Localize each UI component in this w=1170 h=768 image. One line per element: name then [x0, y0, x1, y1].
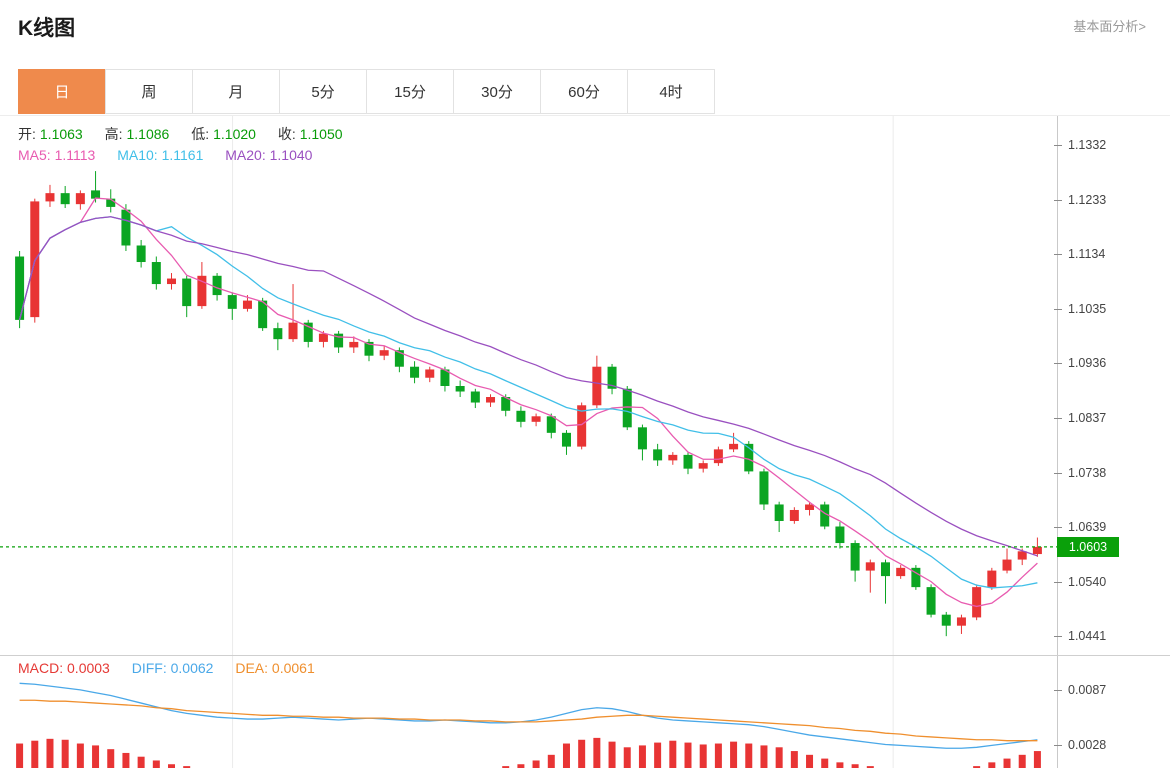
macd-value: 0.0003	[67, 660, 110, 676]
ma10-value: 1.1161	[161, 147, 204, 163]
axis-tick-label: 0.0087	[1053, 682, 1106, 698]
price-axis: 1.1332 1.1233 1.1134 1.1035 1.0936 1.0837 1.07…	[1053, 116, 1170, 656]
open-value: 1.1063	[39, 126, 83, 142]
dea-value-legend: DEA: 0.0061	[235, 660, 314, 676]
axis-tick-label: 1.1233	[1053, 192, 1106, 208]
last-price-tag: 1.0603	[1057, 536, 1119, 557]
ma10-legend: MA10: 1.1161	[117, 147, 203, 163]
tab-30分[interactable]: 30分	[453, 69, 541, 114]
macd-panel: 0.0087 0.0028 MACD: 0.0003 DIFF: 0.0062 D…	[0, 655, 1170, 768]
axis-tick-label: 1.0441	[1053, 628, 1106, 644]
ma10-label: MA10:	[117, 147, 158, 163]
axis-tick-label: 1.1134	[1053, 246, 1105, 262]
macd-value-legend: MACD: 0.0003	[18, 660, 110, 676]
ma20-value: 1.1040	[269, 147, 313, 163]
axis-tick-label: 1.0639	[1053, 519, 1106, 535]
ohlc-low: 低: 1.1020	[191, 126, 256, 142]
diff-label: DIFF:	[131, 660, 167, 676]
diff-value-legend: DIFF: 0.0062	[132, 660, 214, 676]
ohlc-high: 高: 1.1086	[105, 126, 170, 142]
high-value: 1.1086	[126, 126, 170, 142]
open-label: 开:	[18, 126, 36, 142]
axis-tick-label: 1.0837	[1053, 410, 1106, 426]
macd-label: MACD:	[18, 660, 64, 676]
ohlc-open: 开: 1.1063	[18, 126, 83, 142]
ma-legend: MA5: 1.1113 MA10: 1.1161 MA20: 1.1040	[18, 147, 330, 163]
macd-chart[interactable]	[0, 656, 1057, 768]
timeframe-tabs: 日周月 5分 15分 30分 60分 4时	[18, 69, 715, 114]
low-label: 低:	[191, 126, 210, 142]
ma5-value: 1.1113	[54, 147, 96, 163]
close-value: 1.1050	[299, 126, 343, 142]
ma5-label: MA5:	[18, 147, 51, 163]
tab-4时[interactable]: 4时	[627, 69, 715, 114]
ma20-legend: MA20: 1.1040	[225, 147, 312, 163]
macd-legend: MACD: 0.0003 DIFF: 0.0062 DEA: 0.0061	[18, 660, 333, 676]
macd-axis: 0.0087 0.0028	[1053, 656, 1170, 768]
dea-value: 0.0061	[271, 660, 315, 676]
high-label: 高:	[104, 126, 123, 142]
ma5-legend: MA5: 1.1113	[18, 147, 95, 163]
axis-tick-label: 1.1035	[1053, 301, 1106, 317]
ohlc-legend: 开: 1.1063 高: 1.1086 低: 1.1020 收: 1.1050	[18, 124, 361, 144]
fundamental-analysis-link[interactable]: 基本面分析>	[1073, 19, 1146, 34]
axis-tick-label: 1.1332	[1053, 137, 1106, 153]
tab-周[interactable]: 周	[105, 69, 193, 114]
tab-5分[interactable]: 5分	[279, 69, 367, 114]
low-value: 1.1020	[213, 126, 256, 142]
diff-value: 0.0062	[170, 660, 214, 676]
tab-日[interactable]: 日	[18, 69, 106, 114]
axis-tick-label: 1.0738	[1053, 465, 1106, 481]
axis-tick-label: 0.0028	[1053, 737, 1106, 753]
axis-tick-label: 1.0936	[1053, 355, 1106, 371]
ohlc-close: 收: 1.1050	[278, 126, 343, 142]
close-label: 收:	[277, 126, 296, 142]
tab-60分[interactable]: 60分	[540, 69, 628, 114]
tab-月[interactable]: 月	[192, 69, 280, 114]
candlestick-chart[interactable]	[0, 116, 1057, 656]
main-chart-panel: 1.1332 1.1233 1.1134 1.1035 1.0936 1.0837 1.07…	[0, 115, 1170, 656]
tab-15分[interactable]: 15分	[366, 69, 454, 114]
dea-label: DEA:	[235, 660, 269, 676]
axis-tick-label: 1.0540	[1053, 574, 1106, 590]
ma20-label: MA20:	[225, 147, 266, 163]
page-title: K线图	[18, 17, 76, 40]
